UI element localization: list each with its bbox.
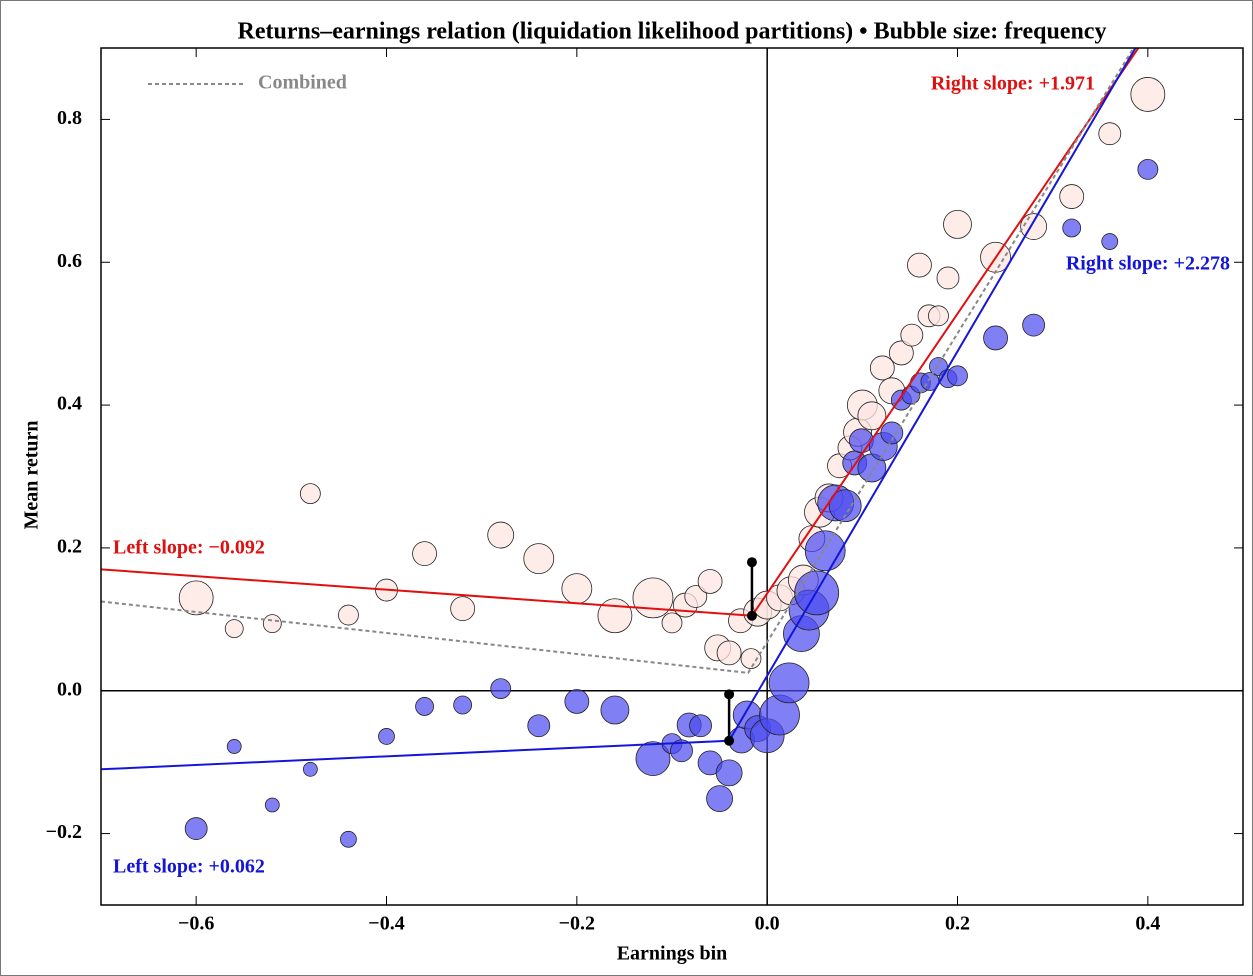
bubble	[928, 305, 949, 327]
bubble	[715, 759, 743, 787]
bubble	[299, 483, 321, 505]
bubble	[1022, 313, 1046, 337]
bubble	[880, 421, 904, 445]
bubble	[828, 489, 862, 523]
bubble	[857, 401, 887, 431]
bubble	[1101, 233, 1119, 250]
y-tick-label: 0.2	[57, 536, 82, 558]
bubble	[706, 785, 733, 812]
bubble	[1059, 184, 1085, 209]
bubble	[226, 739, 242, 754]
bubble	[1130, 77, 1166, 112]
bubble	[302, 761, 318, 777]
plot-area	[101, 48, 1166, 848]
bubble	[564, 689, 590, 714]
y-tick-label: −0.2	[46, 821, 82, 843]
bubble	[178, 580, 214, 616]
jump-point	[724, 735, 735, 746]
bubble	[936, 266, 960, 290]
bubble	[453, 695, 473, 715]
bubble	[632, 577, 674, 619]
bubble	[697, 569, 723, 594]
y-tick-label: 0.4	[57, 393, 82, 415]
annotation: Left slope: −0.092	[113, 537, 265, 559]
bubble	[635, 741, 671, 776]
x-tick-label: −0.4	[368, 913, 404, 935]
y-tick-label: 0.0	[57, 678, 82, 700]
bubble	[1137, 159, 1159, 180]
jump-point	[746, 610, 757, 621]
bubble	[943, 209, 972, 239]
bubble	[947, 365, 968, 387]
x-tick-label: 0.4	[1135, 913, 1160, 935]
bubble	[262, 614, 282, 634]
bubble	[597, 598, 633, 634]
bubble	[907, 252, 932, 278]
y-tick-label: 0.6	[57, 250, 82, 272]
bubble	[561, 573, 593, 605]
bubble	[450, 596, 476, 622]
bubble	[523, 543, 555, 575]
bubble	[869, 355, 895, 381]
x-axis-title: Earnings bin	[617, 943, 728, 965]
y-tick-label: 0.8	[57, 107, 82, 129]
jump-point	[746, 557, 757, 568]
legend-label: Combined	[258, 72, 347, 94]
bubble	[670, 739, 693, 763]
bubble	[340, 830, 357, 848]
bubble	[600, 695, 630, 725]
annotation: Right slope: +2.278	[1066, 253, 1230, 275]
chart-title: Returns–earnings relation (liquidation l…	[238, 19, 1107, 45]
bubble	[1062, 218, 1082, 238]
bubble	[184, 817, 208, 840]
x-tick-label: −0.2	[559, 913, 595, 935]
jump-point	[724, 689, 735, 700]
plot-frame	[100, 47, 1244, 906]
annotation: Right slope: +1.971	[931, 73, 1095, 95]
bubble	[888, 340, 914, 366]
bubble	[338, 604, 359, 626]
x-tick-label: −0.6	[178, 913, 214, 935]
bubble	[412, 541, 437, 567]
bubble	[716, 640, 742, 666]
annotation: Left slope: +0.062	[113, 856, 265, 878]
x-tick-label: 0.0	[755, 913, 780, 935]
bubble	[661, 612, 683, 634]
bubble	[900, 323, 924, 347]
bubble	[804, 530, 846, 572]
bubble	[527, 714, 551, 738]
bubble	[264, 797, 280, 813]
bubble	[415, 697, 434, 716]
y-axis-title: Mean return	[21, 420, 43, 529]
x-tick-label: 0.2	[945, 913, 970, 935]
bubble	[490, 678, 512, 700]
bubble	[378, 728, 395, 745]
bubble	[983, 325, 1008, 351]
bubble	[224, 619, 244, 639]
bubble	[768, 662, 810, 704]
bubble	[689, 714, 712, 738]
bubble	[684, 585, 708, 608]
bubble	[1098, 122, 1122, 146]
bubble	[487, 521, 515, 549]
bubble	[740, 648, 762, 670]
fit-line	[101, 48, 1135, 674]
